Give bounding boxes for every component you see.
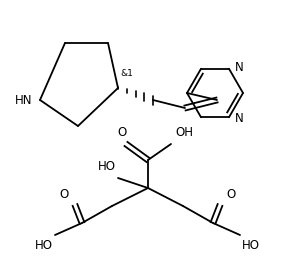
Text: HO: HO bbox=[242, 239, 260, 252]
Text: N: N bbox=[235, 61, 244, 74]
Text: N: N bbox=[235, 112, 244, 125]
Text: OH: OH bbox=[175, 126, 193, 139]
Text: &1: &1 bbox=[120, 69, 133, 78]
Text: O: O bbox=[118, 126, 127, 139]
Text: O: O bbox=[226, 188, 235, 201]
Text: HO: HO bbox=[98, 160, 116, 173]
Text: HO: HO bbox=[35, 239, 53, 252]
Text: O: O bbox=[60, 188, 69, 201]
Text: HN: HN bbox=[15, 93, 32, 106]
